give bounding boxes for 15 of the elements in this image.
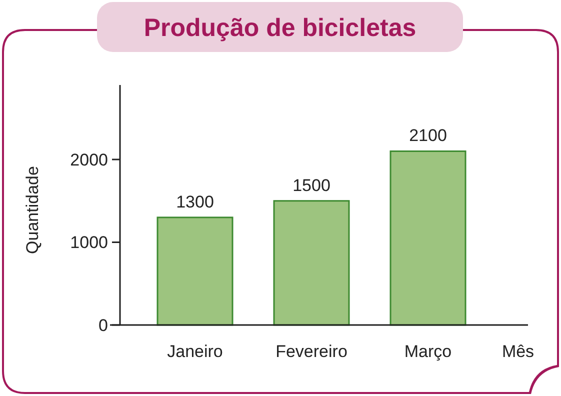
data-label: 1500 <box>292 176 330 195</box>
x-tick-label: Fevereiro <box>276 342 348 361</box>
y-axis-title: Quantidade <box>23 166 42 254</box>
bar <box>156 216 234 326</box>
x-tick-label: Janeiro <box>167 342 223 361</box>
bar <box>273 200 350 326</box>
data-label: 2100 <box>409 126 447 146</box>
x-tick-label: Março <box>404 342 452 361</box>
bar <box>390 150 466 326</box>
chart-title: Produção de bicicletas <box>144 14 416 42</box>
data-label: 1300 <box>176 192 214 212</box>
x-axis-title: Mês <box>502 342 534 361</box>
y-tick-label: 1000 <box>70 233 108 252</box>
y-tick-label: 2000 <box>70 150 108 170</box>
y-tick-label: 0 <box>98 316 108 335</box>
